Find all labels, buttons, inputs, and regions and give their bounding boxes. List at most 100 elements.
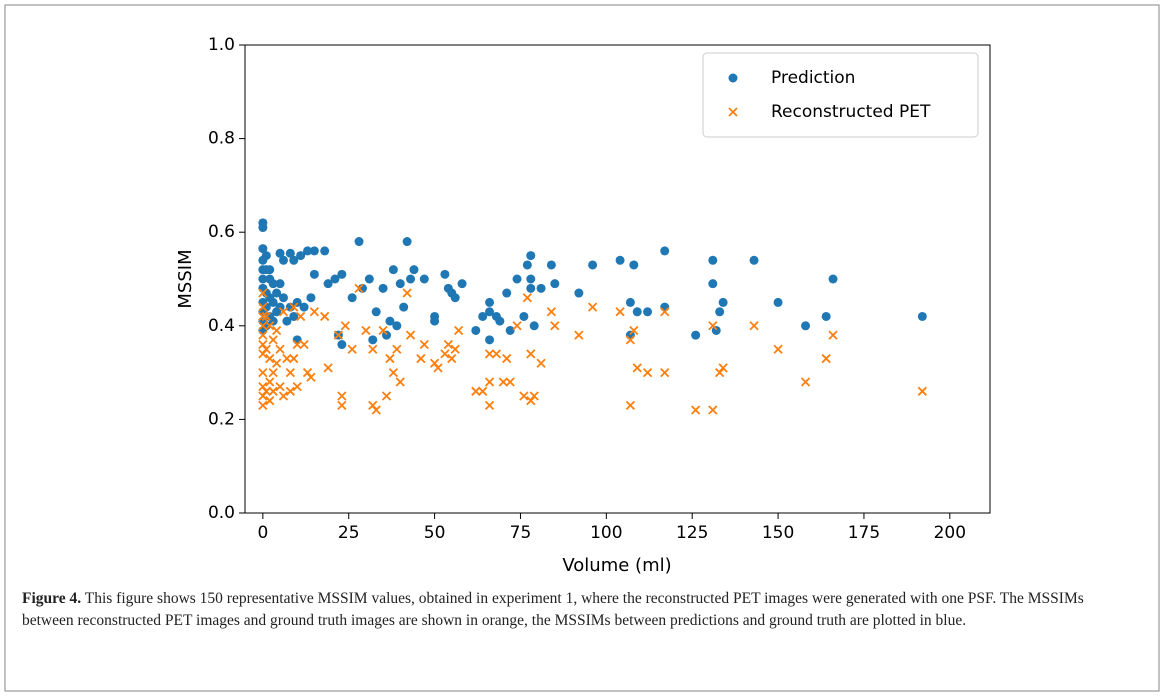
point bbox=[821, 353, 831, 364]
point bbox=[292, 382, 302, 392]
point bbox=[282, 316, 292, 326]
point bbox=[265, 353, 275, 364]
point bbox=[691, 405, 701, 415]
x-tick-label: 75 bbox=[510, 523, 532, 543]
caption-label: Figure 4. bbox=[22, 590, 82, 607]
point bbox=[330, 274, 340, 284]
point bbox=[484, 349, 495, 359]
point bbox=[615, 307, 625, 317]
point bbox=[828, 274, 838, 284]
point bbox=[519, 391, 529, 401]
point bbox=[392, 321, 402, 331]
point bbox=[337, 400, 347, 410]
point bbox=[378, 283, 388, 293]
point bbox=[749, 255, 759, 265]
point bbox=[282, 353, 292, 364]
point bbox=[261, 311, 271, 322]
point bbox=[529, 391, 539, 401]
point bbox=[289, 311, 299, 321]
y-tick-label: 0.6 bbox=[208, 222, 235, 242]
point bbox=[289, 302, 299, 312]
point bbox=[505, 377, 515, 387]
point bbox=[471, 386, 481, 396]
point bbox=[265, 265, 275, 275]
point bbox=[485, 307, 495, 317]
point bbox=[309, 269, 319, 279]
point bbox=[337, 340, 347, 350]
point bbox=[296, 251, 306, 261]
point bbox=[917, 386, 927, 396]
point bbox=[660, 246, 670, 256]
point bbox=[574, 330, 584, 340]
point bbox=[419, 339, 429, 350]
point bbox=[271, 358, 282, 368]
point bbox=[625, 335, 636, 345]
point bbox=[306, 293, 316, 303]
point bbox=[419, 274, 429, 284]
point bbox=[402, 288, 412, 298]
point bbox=[615, 255, 625, 265]
point bbox=[478, 386, 488, 396]
point bbox=[502, 353, 512, 364]
point bbox=[272, 288, 282, 298]
point bbox=[519, 311, 529, 321]
point bbox=[268, 386, 278, 396]
point bbox=[275, 382, 285, 392]
point bbox=[296, 311, 306, 322]
point bbox=[368, 344, 378, 354]
point bbox=[303, 246, 313, 256]
point bbox=[450, 293, 460, 303]
point bbox=[660, 367, 670, 378]
point bbox=[368, 335, 378, 345]
point bbox=[381, 391, 392, 401]
point bbox=[526, 283, 536, 293]
point bbox=[289, 353, 299, 364]
point bbox=[708, 405, 718, 415]
point bbox=[588, 260, 598, 270]
point bbox=[278, 391, 289, 401]
point bbox=[550, 321, 560, 331]
x-tick-label: 0 bbox=[257, 523, 268, 543]
point bbox=[268, 279, 278, 289]
point bbox=[354, 283, 364, 293]
caption: Figure 4. This figure shows 150 represen… bbox=[22, 588, 1137, 632]
point bbox=[278, 307, 289, 317]
point bbox=[258, 321, 268, 331]
point bbox=[337, 391, 347, 401]
point bbox=[550, 279, 560, 289]
legend-marker bbox=[728, 107, 738, 117]
x-tick-label: 50 bbox=[424, 523, 446, 543]
point bbox=[440, 269, 450, 279]
figure-border bbox=[4, 4, 1160, 692]
point bbox=[416, 353, 426, 364]
point bbox=[285, 386, 295, 396]
point bbox=[278, 255, 288, 265]
point bbox=[629, 325, 639, 336]
point bbox=[292, 339, 302, 350]
point bbox=[268, 335, 278, 345]
point bbox=[546, 307, 557, 317]
point bbox=[632, 307, 642, 317]
point bbox=[821, 311, 831, 321]
point bbox=[309, 246, 319, 256]
point bbox=[361, 325, 371, 336]
point bbox=[450, 344, 460, 354]
point bbox=[715, 307, 725, 317]
point bbox=[433, 363, 443, 373]
legend-marker bbox=[728, 73, 738, 83]
point bbox=[258, 274, 268, 284]
y-tick-label: 0.2 bbox=[208, 409, 235, 429]
point bbox=[718, 297, 728, 307]
point bbox=[526, 251, 536, 261]
y-axis-label: MSSIM bbox=[175, 249, 196, 308]
point bbox=[574, 288, 584, 298]
point bbox=[491, 349, 502, 359]
point bbox=[587, 302, 598, 312]
point bbox=[718, 363, 728, 373]
point bbox=[292, 335, 302, 345]
point bbox=[395, 377, 405, 387]
x-tick-label: 175 bbox=[848, 523, 880, 543]
point bbox=[454, 325, 464, 336]
